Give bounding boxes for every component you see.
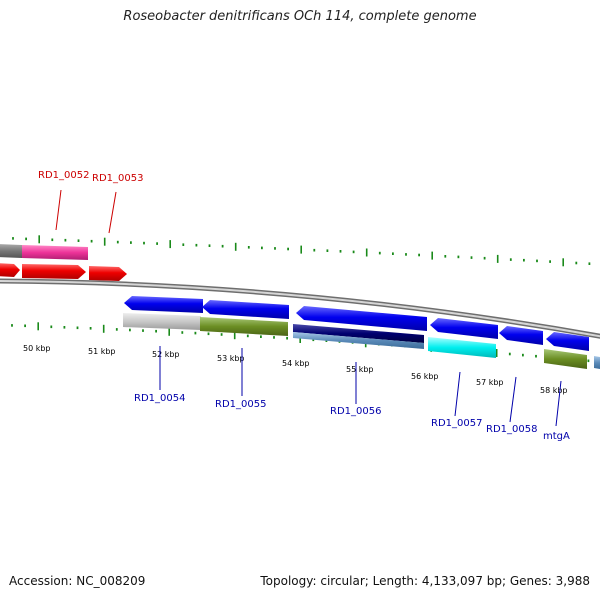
scale-label: 56 kbp bbox=[411, 372, 439, 381]
feature-rd1-0052-red[interactable] bbox=[22, 264, 86, 279]
scale-label: 54 kbp bbox=[282, 359, 310, 368]
scale-label: 55 kbp bbox=[346, 365, 374, 374]
genome-title: Roseobacter denitrificans OCh 114, compl… bbox=[123, 9, 477, 24]
feature-rd1-0056-blue[interactable] bbox=[296, 306, 427, 331]
gene-label-rd1-0058[interactable]: RD1_0058 bbox=[486, 424, 537, 435]
feature-rd1-0057-blue[interactable] bbox=[430, 318, 498, 339]
feature-left-gray[interactable] bbox=[0, 244, 22, 258]
gene-label-rd1-0052[interactable]: RD1_0052 bbox=[38, 170, 89, 181]
scale-label: 51 kbp bbox=[88, 347, 116, 356]
feature-rd1-0057-cyan[interactable] bbox=[428, 337, 496, 358]
feature-rd1-0055-olive[interactable] bbox=[200, 317, 288, 336]
feature-rd1-0054-gray[interactable] bbox=[123, 313, 201, 330]
feature-rd1-0054-blue[interactable] bbox=[124, 296, 203, 313]
gene-label-rd1-0054[interactable]: RD1_0054 bbox=[134, 393, 185, 404]
feature-rd1-0056-navy[interactable] bbox=[293, 324, 424, 343]
outer-features bbox=[0, 244, 127, 281]
inner-features bbox=[123, 296, 600, 370]
scale-label: 50 kbp bbox=[23, 344, 51, 353]
feature-rd1-0058-blue[interactable] bbox=[499, 326, 543, 345]
gene-label-mtga[interactable]: mtgA bbox=[543, 431, 570, 442]
feature-left-red[interactable] bbox=[0, 263, 20, 277]
gene-label-rd1-0056[interactable]: RD1_0056 bbox=[330, 406, 381, 417]
feature-rd1-0053-red[interactable] bbox=[89, 266, 127, 281]
scale-labels: 50 kbp 51 kbp 52 kbp 53 kbp 54 kbp 55 kbp 56 k… bbox=[23, 344, 568, 395]
scale-label: 57 kbp bbox=[476, 378, 504, 387]
feature-rd1-0052-magenta[interactable] bbox=[22, 245, 88, 260]
gene-label-rd1-0053[interactable]: RD1_0053 bbox=[92, 173, 143, 184]
accession-text: Accession: NC_008209 bbox=[9, 574, 146, 588]
gene-label-rd1-0057[interactable]: RD1_0057 bbox=[431, 418, 482, 429]
scale-label: 52 kbp bbox=[152, 350, 180, 359]
feature-mtga-blue[interactable] bbox=[546, 332, 589, 351]
feature-mtga-olive[interactable] bbox=[544, 349, 587, 369]
feature-right-steel[interactable] bbox=[594, 356, 600, 370]
leader-lines bbox=[55, 189, 562, 427]
feature-rd1-0055-blue[interactable] bbox=[202, 300, 289, 319]
gene-label-rd1-0055[interactable]: RD1_0055 bbox=[215, 399, 266, 410]
outer-tick-row bbox=[12, 235, 591, 267]
genome-backbone bbox=[0, 278, 600, 339]
genome-summary-text: Topology: circular; Length: 4,133,097 bp… bbox=[260, 574, 590, 588]
scale-label: 53 kbp bbox=[217, 354, 245, 363]
scale-label: 58 kbp bbox=[540, 386, 568, 395]
feature-rd1-0056-steel[interactable] bbox=[293, 332, 424, 349]
